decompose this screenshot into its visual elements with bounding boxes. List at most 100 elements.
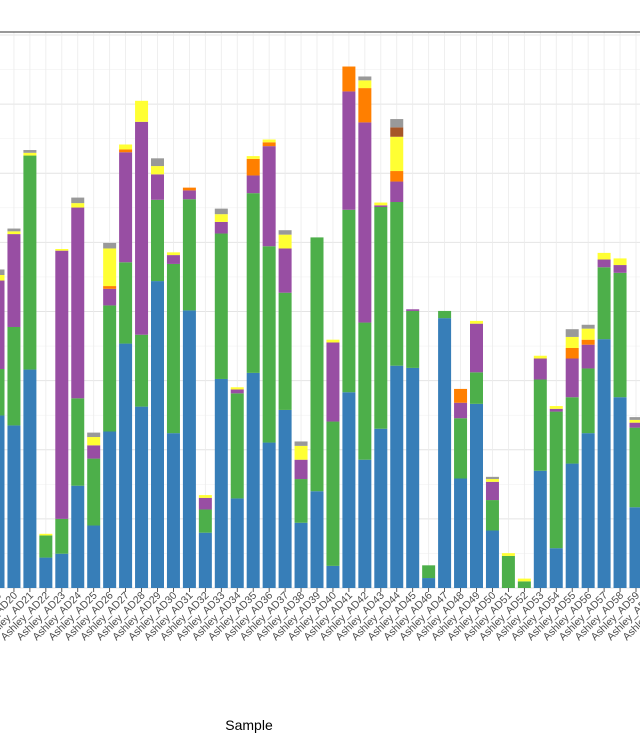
bar-segment-AD33-s5: [215, 214, 228, 222]
bar-segment-AD26-s4: [103, 286, 116, 289]
bar-segment-AD40-s1: [326, 566, 339, 588]
bar-segment-AD44-s7: [390, 119, 403, 127]
bar-segment-AD19-s2: [0, 369, 5, 415]
bar-segment-AD44-s3: [390, 182, 403, 202]
bar-segment-AD49-s2: [470, 372, 483, 404]
bar-segment-AD59-s2: [630, 428, 640, 508]
bar-segment-AD55-s3: [566, 359, 579, 398]
bar-segment-AD28-s5: [135, 101, 148, 122]
bar-segment-AD27-s1: [119, 344, 132, 588]
bar-segment-AD23-s5: [55, 249, 68, 251]
bar-segment-AD53-s3: [534, 359, 547, 380]
bar-segment-AD55-s2: [566, 397, 579, 463]
bar-segment-AD43-s1: [374, 429, 387, 588]
bar-segment-AD34-s1: [231, 498, 244, 588]
bar-segment-AD56-s4: [582, 340, 595, 345]
bar-segment-AD20-s7: [7, 229, 20, 232]
bar-segment-AD50-s2: [486, 500, 499, 530]
bar-segment-AD36-s5: [263, 140, 276, 143]
bar-segment-AD55-s5: [566, 337, 579, 348]
bar-segment-AD24-s5: [71, 203, 84, 207]
bar-segment-AD21-s2: [23, 156, 36, 370]
bar-segment-AD36-s3: [263, 146, 276, 246]
bar-segment-AD44-s1: [390, 366, 403, 588]
bar-segment-AD46-s1: [422, 578, 435, 588]
bar-segment-AD33-s7: [215, 209, 228, 215]
bar-segment-AD27-s5: [119, 144, 132, 149]
bar-segment-AD19-s7: [0, 269, 5, 275]
bar-segment-AD44-s4: [390, 171, 403, 182]
bar-segment-AD26-s5: [103, 248, 116, 286]
bar-segment-AD49-s1: [470, 404, 483, 588]
bar-segment-AD37-s3: [279, 248, 292, 292]
bar-segment-AD24-s1: [71, 486, 84, 588]
bar-segment-AD30-s1: [167, 433, 180, 588]
bar-segment-AD58-s1: [614, 397, 627, 588]
bar-segment-AD26-s3: [103, 289, 116, 306]
bar-segment-AD23-s3: [55, 251, 68, 519]
bar-segment-AD54-s5: [550, 406, 563, 409]
bar-segment-AD19-s5: [0, 275, 5, 281]
bar-segment-AD42-s3: [358, 122, 371, 322]
bar-segment-AD30-s3: [167, 255, 180, 264]
bar-segment-AD45-s2: [406, 311, 419, 368]
bar-segment-AD51-s5: [502, 553, 515, 556]
bar-segment-AD29-s5: [151, 166, 164, 174]
bar-segment-AD31-s1: [183, 310, 196, 588]
bar-segment-AD28-s3: [135, 122, 148, 335]
bar-segment-AD45-s3: [406, 309, 419, 311]
bar-segment-AD36-s4: [263, 142, 276, 146]
bar-segment-AD33-s3: [215, 222, 228, 234]
bar-segment-AD43-s2: [374, 207, 387, 429]
bar-segment-AD41-s4: [342, 67, 355, 92]
bar-segment-AD56-s1: [582, 433, 595, 588]
bar-segment-AD23-s2: [55, 519, 68, 554]
bar-segment-AD58-s2: [614, 273, 627, 397]
bar-segment-AD57-s5: [598, 253, 611, 260]
bar-segment-AD20-s3: [7, 234, 20, 327]
bar-segment-AD41-s3: [342, 91, 355, 209]
bar-segment-AD24-s2: [71, 398, 84, 485]
bar-segment-AD31-s4: [183, 188, 196, 191]
bar-segment-AD30-s5: [167, 252, 180, 255]
bar-segment-AD40-s3: [326, 342, 339, 421]
bar-segment-AD58-s3: [614, 265, 627, 273]
bar-segment-AD34-s5: [231, 387, 244, 389]
bar-segment-AD37-s1: [279, 410, 292, 588]
x-axis-title: Sample: [225, 717, 273, 733]
x-tick-labels: Ashley_AD19Ashley_AD20Ashley_AD21Ashley_…: [0, 588, 640, 643]
bar-segment-AD26-s2: [103, 305, 116, 431]
bar-segment-AD43-s3: [374, 205, 387, 207]
bar-segment-AD44-s2: [390, 202, 403, 366]
bar-segment-AD38-s7: [295, 441, 308, 445]
bar-segment-AD24-s7: [71, 198, 84, 204]
bar-segment-AD41-s2: [342, 210, 355, 392]
bar-segment-AD38-s3: [295, 460, 308, 479]
bar-segment-AD22-s2: [39, 535, 52, 557]
bar-segment-AD44-s6: [390, 127, 403, 136]
bar-segment-AD22-s5: [39, 534, 52, 536]
bar-segment-AD31-s2: [183, 199, 196, 310]
bar-segment-AD35-s4: [247, 159, 260, 176]
bar-segment-AD38-s5: [295, 446, 308, 460]
bar-segment-AD48-s2: [454, 418, 467, 478]
bar-segment-AD48-s3: [454, 403, 467, 418]
bar-segment-AD55-s7: [566, 329, 579, 337]
bar-segment-AD25-s5: [87, 437, 100, 445]
bar-segment-AD37-s5: [279, 235, 292, 249]
bar-segment-AD38-s2: [295, 479, 308, 523]
bar-segment-AD32-s1: [199, 533, 212, 588]
bar-segment-AD36-s2: [263, 246, 276, 442]
bar-segment-AD32-s2: [199, 509, 212, 532]
bar-segment-AD47-s2: [438, 311, 451, 318]
bar-segment-AD47-s1: [438, 318, 451, 588]
bar-segment-AD27-s2: [119, 262, 132, 343]
bar-segment-AD39-s1: [311, 491, 324, 588]
bar-segment-AD53-s2: [534, 380, 547, 471]
bar-segment-AD21-s5: [23, 153, 36, 156]
bar-segment-AD35-s1: [247, 373, 260, 588]
bar-segment-AD21-s1: [23, 370, 36, 588]
bar-segment-AD56-s7: [582, 325, 595, 329]
bar-segment-AD25-s2: [87, 459, 100, 526]
